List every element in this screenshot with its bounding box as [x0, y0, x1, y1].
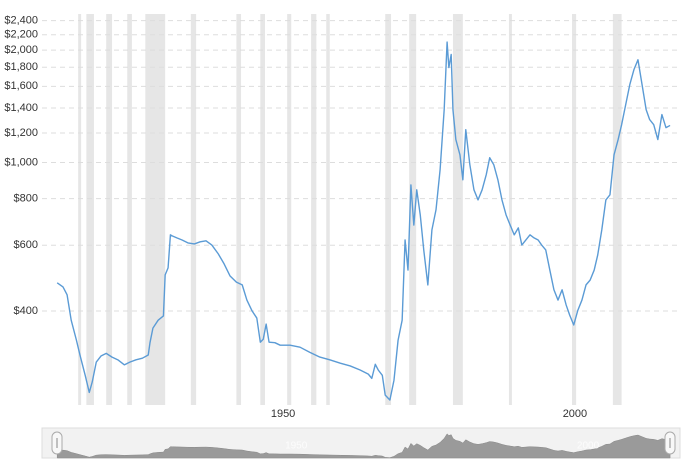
line-layer — [56, 41, 671, 401]
y-tick-label: $1,200 — [4, 127, 38, 139]
x-tick-label: 2000 — [563, 408, 587, 420]
price-line — [56, 41, 671, 401]
shaded-period — [127, 14, 132, 405]
y-tick-label: $1,000 — [4, 156, 38, 168]
navigator-area — [56, 433, 671, 459]
shaded-period — [385, 14, 392, 405]
shaded-period — [572, 14, 577, 405]
shaded-period — [106, 14, 113, 405]
navigator-tick-label: 2000 — [577, 441, 600, 452]
y-tick-label: $800 — [14, 193, 38, 205]
y-tick-label: $2,400 — [4, 15, 38, 27]
x-tick-label: 1950 — [271, 408, 295, 420]
shaded-period — [260, 14, 265, 405]
y-tick-label: $600 — [14, 239, 38, 251]
navigator[interactable]: 1950 2000 — [41, 427, 681, 459]
shaded-period — [508, 14, 512, 405]
shaded-period — [236, 14, 242, 405]
y-tick-label: $2,000 — [4, 44, 38, 56]
shaded-period — [612, 14, 622, 405]
shaded-period — [145, 14, 166, 405]
shaded-period — [287, 14, 292, 405]
label-layer: $400 $600 $800 $1,000 $1,200 $1,400 $1,600 $1,8… — [4, 15, 587, 420]
y-tick-label: $2,200 — [4, 29, 38, 41]
shaded-period — [311, 14, 317, 405]
grid-layer — [42, 20, 680, 312]
shaded-period — [326, 14, 330, 405]
y-tick-label: $1,400 — [4, 102, 38, 114]
y-tick-label: $1,800 — [4, 61, 38, 73]
y-tick-label: $400 — [14, 305, 38, 317]
shaded-period — [452, 14, 463, 405]
y-tick-label: $1,600 — [4, 80, 38, 92]
navigator-tick-label: 1950 — [285, 441, 308, 452]
shaded-period — [86, 14, 94, 405]
shaded-period — [78, 14, 82, 405]
shaded-period — [190, 14, 197, 405]
